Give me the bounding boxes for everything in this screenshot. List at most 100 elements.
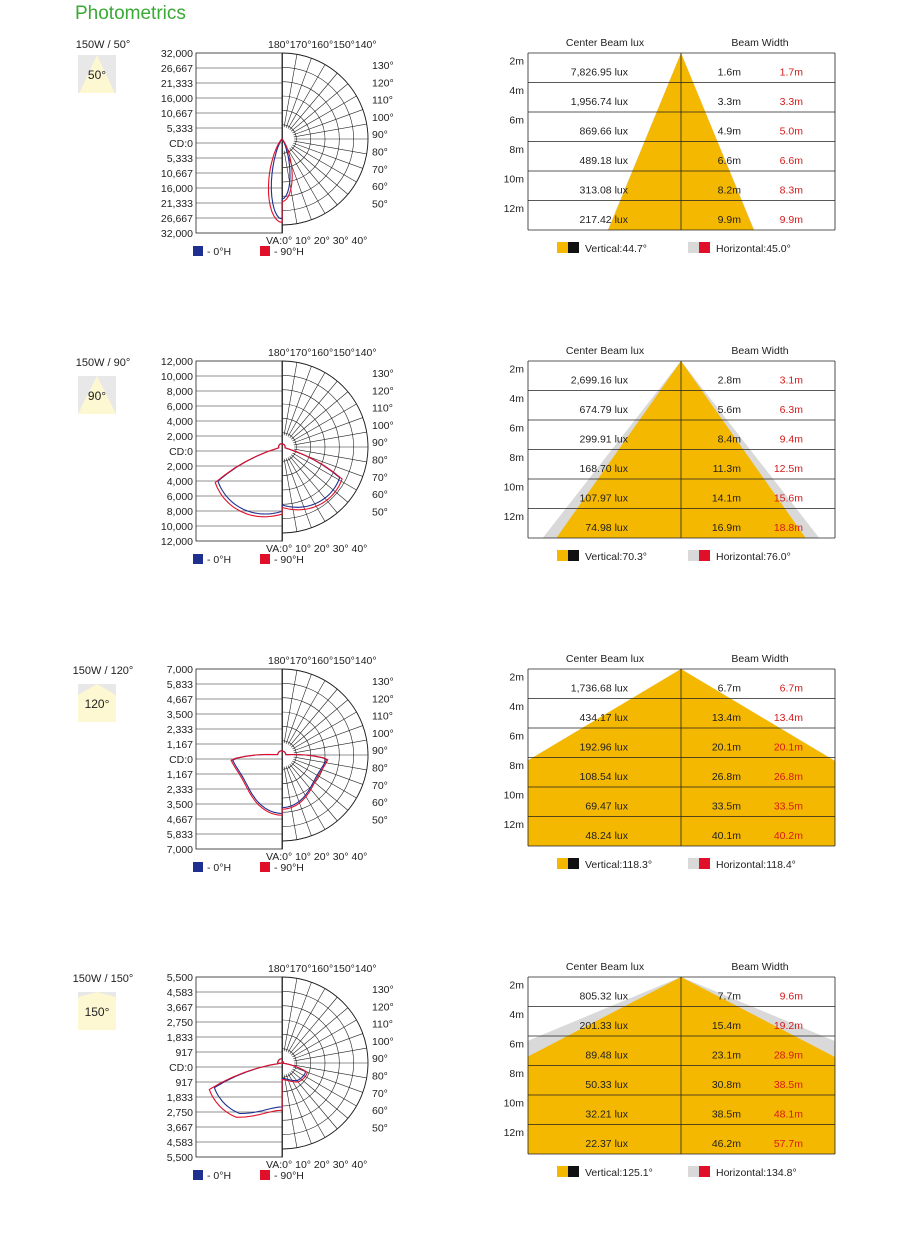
legend-swatch-horizontal-line <box>699 1166 710 1177</box>
polar-spoke <box>287 372 326 437</box>
legend-swatch-horizontal <box>688 858 699 869</box>
center-beam-lux-value: 192.96 lux <box>580 742 629 754</box>
polar-right-angle-label: 120° <box>372 385 394 397</box>
beam-width-horizontal-value: 57.7m <box>774 1138 803 1150</box>
polar-tick-label: 10,667 <box>161 108 193 120</box>
beam-width-horizontal-value: 1.7m <box>780 67 804 79</box>
polar-top-angle-labels: 180°170°160°150°140° <box>268 39 377 51</box>
polar-right-angle-label: 130° <box>372 984 394 996</box>
distance-label: 10m <box>504 174 525 186</box>
polar-tick-label: 4,000 <box>167 476 193 488</box>
polar-tick-label: 3,500 <box>167 709 193 721</box>
polar-outer-ring <box>281 976 369 1150</box>
center-beam-lux-value: 74.98 lux <box>585 522 628 534</box>
beam-cone-shape <box>78 992 116 1030</box>
photometric-block: 150W / 120° 120° 7,000 5,833 4,667 3,500 2,333… <box>0 651 900 951</box>
polar-right-angle-label: 120° <box>372 77 394 89</box>
legend-vertical-angle: Vertical:118.3° <box>585 859 652 871</box>
polar-tick-label: 4,000 <box>167 416 193 428</box>
polar-right-angle-label: 80° <box>372 763 388 775</box>
polar-right-angle-label: 120° <box>372 693 394 705</box>
beam-width-horizontal-value: 18.8m <box>774 522 803 534</box>
polar-spoke <box>293 109 363 136</box>
polar-right-angle-label: 80° <box>372 1071 388 1083</box>
legend-label-0h: - 0°H <box>207 1170 231 1182</box>
polar-right-angle-label: 60° <box>372 489 388 501</box>
polar-spoke <box>293 140 367 155</box>
header-beam-width: Beam Width <box>731 345 788 357</box>
polar-tick-label: 5,500 <box>167 972 193 984</box>
polar-spoke <box>292 711 357 750</box>
distance-label: 12m <box>504 819 525 831</box>
header-beam-width: Beam Width <box>731 37 788 49</box>
distance-label: 8m <box>509 452 524 464</box>
polar-tick-label: 2,750 <box>167 1017 193 1029</box>
polar-spoke <box>293 448 367 463</box>
polar-tick-label: 7,000 <box>167 844 193 856</box>
curve-90h <box>230 750 329 816</box>
beam-width-horizontal-value: 3.3m <box>780 96 804 108</box>
polar-spoke <box>285 150 312 220</box>
center-beam-lux-value: 107.97 lux <box>580 493 629 505</box>
polar-tick-label: 2,333 <box>167 784 193 796</box>
polar-outer-ring <box>281 668 369 842</box>
polar-top-angle-labels: 180°170°160°150°140° <box>268 655 377 667</box>
beam-width-horizontal-value: 9.9m <box>780 214 804 226</box>
polar-tick-label: 917 <box>175 1047 193 1059</box>
polar-spoke <box>293 756 367 771</box>
center-beam-lux-value: 299.91 lux <box>580 434 629 446</box>
polar-right-angle-label: 100° <box>372 420 394 432</box>
polar-tick-label: 917 <box>175 1077 193 1089</box>
beam-width-horizontal-value: 15.6m <box>774 493 803 505</box>
polar-right-angle-label: 50° <box>372 506 388 518</box>
beam-angle-label: 150° <box>84 1005 110 1019</box>
polar-intensity-chart: 5,500 4,583 3,667 2,750 1,833 917 CD:0 917 1,833… <box>167 963 394 1182</box>
beam-width-horizontal-value: 12.5m <box>774 463 803 475</box>
polar-top-angle-labels: 180°170°160°150°140° <box>268 347 377 359</box>
beam-width-horizontal-value: 3.1m <box>780 375 804 387</box>
beam-width-horizontal-value: 40.2m <box>774 830 803 842</box>
polar-tick-label: 3,667 <box>167 1002 193 1014</box>
legend-label-0h: - 0°H <box>207 554 231 566</box>
wattage-label: 150W / 50° <box>75 39 131 51</box>
distance-label: 10m <box>504 482 525 494</box>
polar-spoke <box>289 763 338 822</box>
center-beam-lux-value: 22.37 lux <box>585 1138 628 1150</box>
polar-right-angle-label: 90° <box>372 1053 388 1065</box>
polar-tick-label: CD:0 <box>169 754 193 766</box>
distance-label: 4m <box>509 701 524 713</box>
polar-spoke <box>287 457 326 522</box>
beam-width-vertical-value: 2.8m <box>718 375 742 387</box>
polar-spoke <box>285 982 312 1052</box>
polar-right-angle-label: 90° <box>372 129 388 141</box>
polar-spoke <box>293 431 367 446</box>
legend-swatch-vertical-line <box>568 1166 579 1177</box>
legend-swatch-horizontal <box>688 1166 699 1177</box>
beam-width-vertical-value: 26.8m <box>712 771 741 783</box>
distance-label: 8m <box>509 144 524 156</box>
polar-tick-label: 6,000 <box>167 401 193 413</box>
center-beam-lux-value: 32.21 lux <box>585 1109 628 1121</box>
polar-spoke <box>290 146 349 195</box>
beam-width-vertical-value: 6.7m <box>718 683 742 695</box>
wattage-label: 150W / 90° <box>75 357 131 369</box>
polar-tick-label: 1,167 <box>167 739 193 751</box>
polar-bottom-angle-labels: VA:0° 10° 20° 30° 40° <box>266 543 367 555</box>
polar-tick-label: 7,000 <box>167 664 193 676</box>
beam-cone-shape <box>78 684 116 722</box>
legend-vertical-angle: Vertical:44.7° <box>585 243 647 255</box>
polar-right-angle-label: 100° <box>372 1036 394 1048</box>
legend-label-0h: - 0°H <box>207 862 231 874</box>
legend-label-90h: - 90°H <box>274 862 304 874</box>
legend-label-0h: - 0°H <box>207 246 231 258</box>
beam-width-vertical-value: 3.3m <box>718 96 742 108</box>
polar-bottom-angle-labels: VA:0° 10° 20° 30° 40° <box>266 851 367 863</box>
curve-90h <box>214 443 343 518</box>
polar-intensity-chart: 7,000 5,833 4,667 3,500 2,333 1,167 CD:0 1,167 2… <box>167 655 394 874</box>
header-center-beam-lux: Center Beam lux <box>566 961 645 973</box>
legend-swatch-vertical <box>557 242 568 253</box>
polar-tick-label: CD:0 <box>169 138 193 150</box>
center-beam-lux-value: 489.18 lux <box>580 155 629 167</box>
beam-width-vertical-value: 11.3m <box>713 463 742 475</box>
polar-spoke <box>292 95 357 134</box>
